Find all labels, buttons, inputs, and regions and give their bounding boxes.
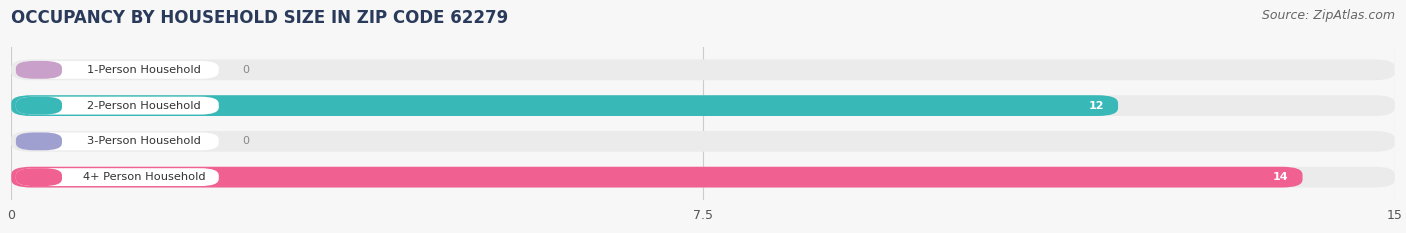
Text: OCCUPANCY BY HOUSEHOLD SIZE IN ZIP CODE 62279: OCCUPANCY BY HOUSEHOLD SIZE IN ZIP CODE … [11, 9, 509, 27]
FancyBboxPatch shape [11, 95, 1395, 116]
Text: 0: 0 [242, 65, 249, 75]
FancyBboxPatch shape [15, 132, 219, 150]
FancyBboxPatch shape [11, 59, 1395, 80]
Text: 1-Person Household: 1-Person Household [87, 65, 201, 75]
FancyBboxPatch shape [11, 167, 1395, 188]
Text: 3-Person Household: 3-Person Household [87, 136, 201, 146]
Text: 4+ Person Household: 4+ Person Household [83, 172, 205, 182]
FancyBboxPatch shape [15, 168, 219, 186]
FancyBboxPatch shape [15, 97, 219, 115]
FancyBboxPatch shape [15, 61, 62, 79]
Text: 14: 14 [1272, 172, 1289, 182]
FancyBboxPatch shape [15, 97, 62, 115]
FancyBboxPatch shape [11, 167, 1302, 188]
FancyBboxPatch shape [11, 131, 1395, 152]
FancyBboxPatch shape [15, 168, 62, 186]
FancyBboxPatch shape [15, 132, 62, 150]
FancyBboxPatch shape [11, 95, 1118, 116]
Text: 0: 0 [242, 136, 249, 146]
Text: Source: ZipAtlas.com: Source: ZipAtlas.com [1261, 9, 1395, 22]
Text: 2-Person Household: 2-Person Household [87, 101, 201, 111]
FancyBboxPatch shape [15, 61, 219, 79]
Text: 12: 12 [1088, 101, 1104, 111]
